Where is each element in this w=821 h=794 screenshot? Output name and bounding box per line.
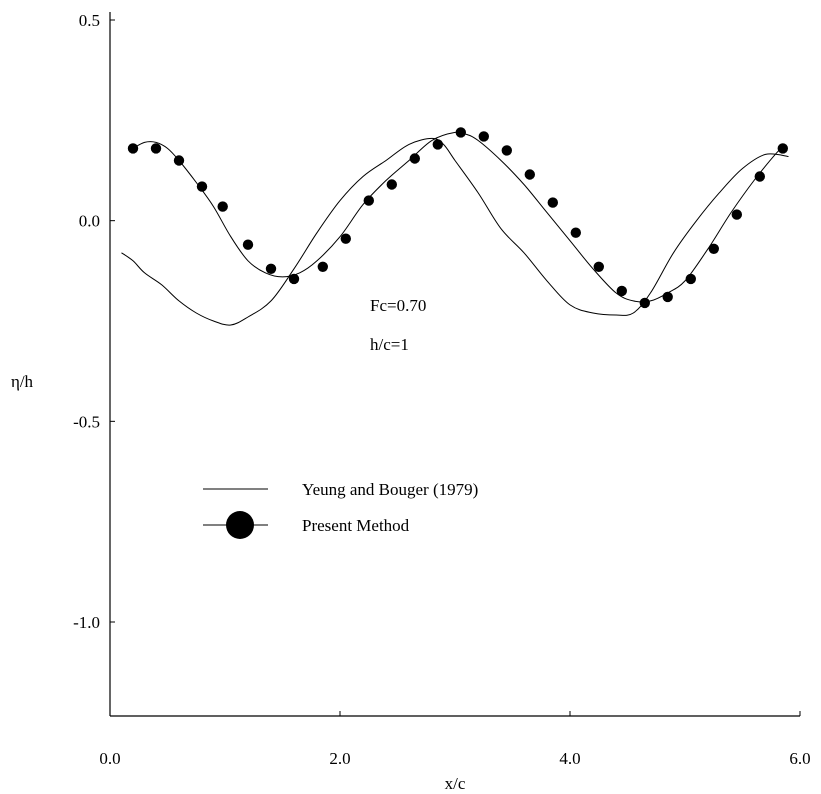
- legend-marker-present: [226, 511, 254, 539]
- data-point-present: [217, 201, 228, 212]
- y-axis-label: η/h: [11, 372, 34, 391]
- annotation-fc: Fc=0.70: [370, 296, 426, 315]
- series-layer: [121, 127, 789, 326]
- data-point-present: [386, 179, 397, 190]
- legend-label-yeung: Yeung and Bouger (1979): [302, 480, 478, 499]
- y-tick-label: 0.5: [79, 11, 100, 30]
- ticks: 0.5 0.0 -0.5 -1.0 0.0 2.0 4.0 6.0: [73, 11, 811, 768]
- axes: [109, 12, 800, 717]
- series-line-present: [132, 131, 784, 303]
- data-point-present: [196, 181, 208, 192]
- data-point-present: [455, 127, 466, 138]
- data-point-present: [363, 195, 374, 206]
- data-point-present: [777, 143, 788, 154]
- x-tick-label: 2.0: [329, 749, 350, 768]
- data-point-present: [478, 131, 489, 142]
- legend: Yeung and Bouger (1979) Present Method: [203, 480, 478, 539]
- data-point-present: [409, 153, 420, 164]
- data-point-present: [173, 155, 185, 166]
- data-point-present: [616, 285, 627, 297]
- data-point-present: [639, 297, 650, 309]
- data-point-present: [708, 243, 719, 254]
- data-point-present: [265, 263, 277, 274]
- series-line-yeung: [121, 137, 789, 326]
- data-point-present: [685, 273, 696, 285]
- data-point-present: [547, 197, 558, 208]
- x-axis-label: x/c: [445, 774, 466, 793]
- data-point-present: [432, 139, 443, 150]
- x-tick-label: 0.0: [99, 749, 120, 768]
- x-tick-label: 4.0: [559, 749, 580, 768]
- data-point-present: [593, 261, 604, 272]
- data-point-present: [754, 171, 765, 182]
- data-point-present: [288, 273, 300, 285]
- data-point-present: [340, 233, 351, 244]
- data-point-present: [524, 169, 535, 180]
- y-tick-label: -0.5: [73, 412, 100, 431]
- data-point-present: [501, 145, 512, 156]
- data-point-present: [150, 143, 162, 154]
- x-tick-label: 6.0: [789, 749, 810, 768]
- data-point-present: [317, 261, 328, 272]
- data-point-present: [662, 291, 673, 303]
- y-tick-label: 0.0: [79, 212, 100, 231]
- annotation-hc: h/c=1: [370, 335, 409, 354]
- data-point-present: [127, 143, 139, 154]
- data-point-present: [731, 209, 742, 220]
- data-point-present: [242, 239, 254, 250]
- y-tick-label: -1.0: [73, 613, 100, 632]
- legend-label-present: Present Method: [302, 516, 410, 535]
- data-point-present: [570, 227, 581, 238]
